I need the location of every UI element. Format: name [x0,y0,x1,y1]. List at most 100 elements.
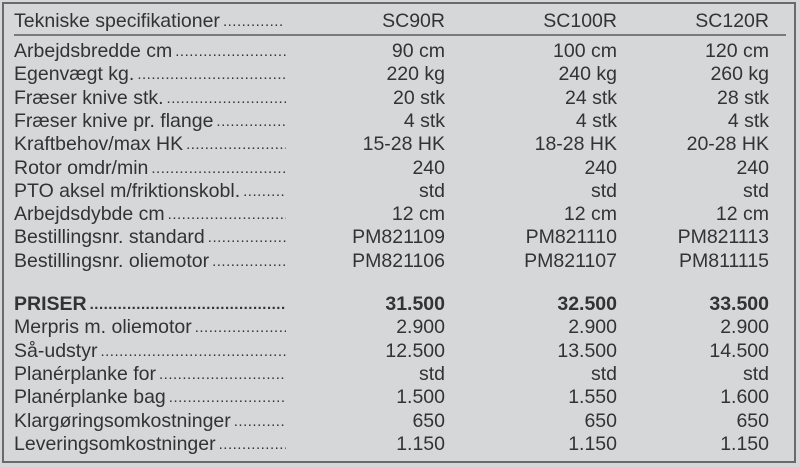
row-value: 31.500 [385,293,445,315]
row-value: 20 stk [392,86,445,109]
dot-leader [216,110,286,133]
price-row: Planérplanke for std std std [14,363,786,386]
row-value: PM821107 [524,249,617,272]
row-label-cell: Kraftbehov/max HK [14,133,286,156]
row-label: Bestillingsnr. oliemotor [14,249,210,272]
row-label: Fræser knive stk. [14,86,164,109]
row-value: PM821110 [525,226,617,249]
row-value: PM811115 [679,249,769,272]
row-label-cell: Rotor omdr/min [14,157,286,180]
spec-row: Fræser knive stk. 20 stk 24 stk 28 stk [14,87,786,110]
row-label-cell: Planérplanke bag [14,386,286,409]
row-value: 4 stk [403,109,445,132]
row-label-cell: Arbejdsbredde cm [14,40,286,63]
table-header: Tekniske specifikationer SC90R SC100R SC… [14,10,786,33]
row-label-cell: Merpris m. oliemotor [14,316,286,339]
row-value: std [418,362,445,385]
row-value: 15-28 HK [362,133,445,156]
row-label: Kraftbehov/max HK [14,133,184,156]
spec-row: Rotor omdr/min 240 240 240 [14,157,786,180]
row-value: 2.900 [720,316,769,339]
row-value: PM821109 [352,226,445,249]
row-value: 260 kg [710,63,769,86]
row-value: std [418,179,445,202]
row-label-cell: Bestillingsnr. oliemotor [14,250,286,273]
row-label: Klargøringsomkostninger [14,409,231,432]
dot-leader [234,410,286,433]
row-label: Planérplanke for [14,362,157,385]
row-value: 240 [736,156,769,179]
row-value: 12 cm [715,203,769,226]
row-value: 240 [412,156,445,179]
row-value: PM821106 [352,249,445,272]
row-value: 1.150 [396,432,445,455]
row-label-cell: Klargøringsomkostninger [14,410,286,433]
row-value: 13.500 [557,339,617,362]
row-label-cell: Arbejdsdybde cm [14,203,286,226]
row-value: 240 [584,156,617,179]
row-value: 28 stk [716,86,769,109]
row-value: 33.500 [709,293,769,315]
row-label: Bestillingsnr. standard [14,226,205,249]
row-value: std [742,362,769,385]
price-row: Merpris m. oliemotor 2.900 2.900 2.900 [14,316,786,339]
model-header: SC90R [382,10,445,32]
row-value: 650 [412,409,445,432]
row-value: 12 cm [391,203,445,226]
dot-leader [175,40,286,63]
row-label: Egenvægt kg. [14,63,135,86]
dot-leader [212,250,286,273]
row-value: 90 cm [391,40,445,62]
row-value: 240 kg [558,63,617,86]
spec-row: Bestillingsnr. oliemotor PM821106 PM821107… [14,250,786,273]
row-value: 1.600 [720,386,769,409]
row-value: 120 cm [705,40,769,62]
row-label: PRISER [14,293,87,315]
row-value: 1.150 [568,432,617,455]
row-value: 4 stk [727,109,769,132]
row-value: 1.550 [568,386,617,409]
spec-row: Kraftbehov/max HK 15-28 HK 18-28 HK 20-28 H… [14,133,786,156]
row-label-cell: Planérplanke for [14,363,286,386]
dot-leader [151,157,286,180]
row-value: 32.500 [557,293,617,315]
row-label: Arbejdsdybde cm [14,203,165,226]
row-label-cell: Leveringsomkostninger [14,433,286,456]
table-header-rule [14,9,786,36]
row-value: 2.900 [568,316,617,339]
row-label: Arbejdsbredde cm [14,40,173,62]
row-value: 20-28 HK [686,133,769,156]
row-label-cell: Fræser knive pr. flange [14,110,286,133]
row-value: 12 cm [563,203,617,226]
header-title: Tekniske specifikationer [14,10,220,32]
spec-row: PTO aksel m/friktionskobl. std std std [14,180,786,203]
price-row: Så-udstyr 12.500 13.500 14.500 [14,340,786,363]
row-label-cell: PTO aksel m/friktionskobl. [14,180,286,203]
spec-row: Egenvægt kg. 220 kg 240 kg 260 kg [14,63,786,86]
dot-leader [243,180,286,203]
dot-leader [208,226,286,249]
row-label: Rotor omdr/min [14,156,149,179]
row-label: Så-udstyr [14,339,98,362]
model-header: SC120R [695,10,769,32]
row-value: 1.500 [396,386,445,409]
row-value: 24 stk [564,86,617,109]
dot-leader [219,433,286,456]
price-row: PRISER 31.500 32.500 33.500 [14,293,786,316]
row-label-cell: Egenvægt kg. [14,63,286,86]
row-value: 18-28 HK [534,133,617,156]
row-value: std [590,362,617,385]
dot-leader [167,87,286,110]
row-label: Fræser knive pr. flange [14,109,214,132]
row-value: 100 cm [553,40,617,62]
spec-table-frame [2,2,796,463]
dot-leader [137,63,286,86]
row-label-cell: PRISER [14,293,286,316]
spec-row: Arbejdsbredde cm 90 cm 100 cm 120 cm [14,40,786,63]
row-value: 4 stk [575,109,617,132]
row-value: 12.500 [385,339,445,362]
dot-leader [168,203,286,226]
row-label-cell: Bestillingsnr. standard [14,226,286,249]
price-row: Leveringsomkostninger 1.150 1.150 1.150 [14,433,786,456]
row-value: 220 kg [386,63,445,86]
